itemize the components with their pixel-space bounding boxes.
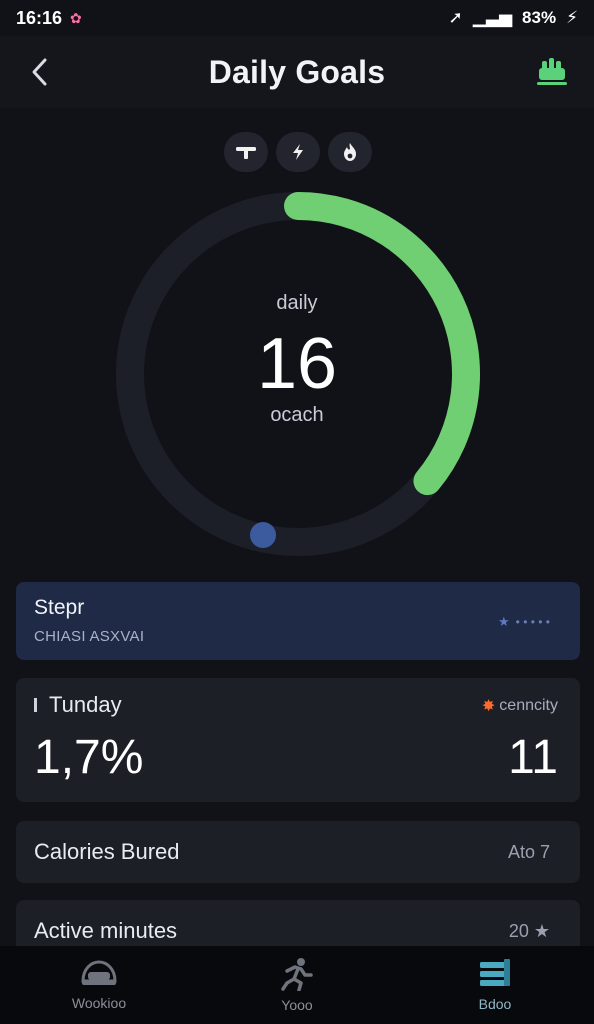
goal-progress-ring <box>116 192 480 556</box>
running-icon <box>281 958 313 991</box>
nav-item-workout[interactable]: Wookioo <box>19 959 179 1011</box>
helmet-icon <box>81 960 117 985</box>
steps-subtitle: CHIASI ASXVAI <box>34 628 145 645</box>
tunday-right-label: cenncity <box>499 697 558 714</box>
mode-pill-strength[interactable] <box>224 132 268 172</box>
battery-level: 83% <box>522 8 557 27</box>
notification-icon: ✿ <box>70 9 82 26</box>
steps-title: Stepr <box>34 596 85 619</box>
status-time: 16:16 <box>16 7 63 28</box>
steps-card[interactable]: Stepr CHIASI ASXVAI ★ • • • • • <box>16 582 580 660</box>
back-button[interactable] <box>22 54 58 90</box>
status-bar: 16:16 ✿ ➚ ▁▃▅ 83% ⚡ <box>0 0 594 36</box>
bolt-icon <box>293 144 303 160</box>
tunday-value: 1,7% <box>34 731 144 784</box>
mode-selector <box>224 132 372 172</box>
hand-wave-icon <box>537 58 567 85</box>
bottom-nav: Wookioo Yooo Bdoo <box>0 946 594 1024</box>
header: Daily Goals <box>0 36 594 108</box>
calories-label: Calories Bured <box>34 839 180 864</box>
ring-label-bottom: ocach <box>270 404 324 426</box>
list-icon <box>480 959 510 986</box>
calories-card[interactable]: Calories Bured Ato 7 <box>16 821 580 883</box>
tunday-right-value: 11 <box>508 731 558 784</box>
calories-value: Ato 7 <box>507 841 550 862</box>
nav-item-activity[interactable]: Yooo <box>217 957 377 1013</box>
mode-pill-calories[interactable] <box>328 132 372 172</box>
nav-label-log: Bdoo <box>478 996 512 1012</box>
settings-button[interactable] <box>532 54 572 90</box>
steps-rating: ★ • • • • • <box>498 614 550 630</box>
ring-value: 16 <box>256 324 338 404</box>
marker-icon <box>34 698 37 712</box>
nav-label-workout: Wookioo <box>71 995 127 1011</box>
signal-icon: ▁▃▅ <box>472 8 513 27</box>
dumbbell-icon <box>236 147 256 159</box>
dots-icon: • • • • • <box>515 615 550 629</box>
ring-progress-arc <box>284 192 480 496</box>
nav-item-log[interactable]: Bdoo <box>415 958 575 1012</box>
tunday-label: Tunday <box>49 692 122 717</box>
location-icon: ➚ <box>448 8 463 27</box>
chevron-left-icon <box>32 58 47 86</box>
tunday-card[interactable]: Tunday 1,7% ✸ cenncity 11 <box>16 678 580 802</box>
ring-label-top: daily <box>276 292 318 314</box>
burst-icon: ✸ <box>481 698 496 715</box>
active-minutes-label: Active minutes <box>34 918 178 943</box>
charging-icon: ⚡ <box>566 8 578 27</box>
flame-icon <box>344 143 356 161</box>
active-minutes-value: 20 ★ <box>508 920 550 941</box>
ring-start-knob[interactable] <box>250 522 276 548</box>
nav-label-activity: Yooo <box>281 997 313 1013</box>
mode-pill-energy[interactable] <box>276 132 320 172</box>
page-title: Daily Goals <box>208 53 386 90</box>
star-icon: ★ <box>498 614 510 629</box>
